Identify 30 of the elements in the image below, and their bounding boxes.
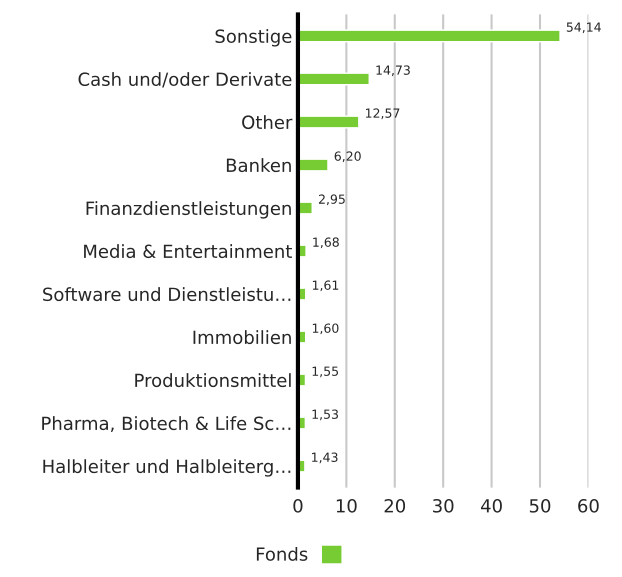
data-label: 1,60 xyxy=(312,323,338,334)
x-tick-label: 0 xyxy=(293,498,302,513)
legend-label: Fonds xyxy=(256,546,308,561)
x-tick-label: 10 xyxy=(336,498,357,513)
data-label: 6,20 xyxy=(334,151,361,162)
y-tick-label: Immobilien xyxy=(194,330,291,344)
data-label: 12,57 xyxy=(366,108,400,120)
y-tick-label: Halbleiter und Halbleiterg… xyxy=(43,459,290,477)
data-label: 14,73 xyxy=(376,65,410,76)
data-label: 1,53 xyxy=(312,409,338,420)
y-tick-label: Sonstige xyxy=(216,29,292,47)
y-tick-label: Software und Dienstleistu… xyxy=(43,287,290,302)
data-label: 1,61 xyxy=(312,280,338,292)
data-label: 1,43 xyxy=(312,452,338,464)
x-tick-label: 20 xyxy=(384,498,406,513)
y-tick-label: Media & Entertainment xyxy=(84,244,292,258)
y-tick-label: Finanzdienstleistungen xyxy=(86,201,291,219)
data-label: 1,55 xyxy=(312,366,338,378)
data-label: 1,68 xyxy=(313,237,339,248)
x-tick-label: 40 xyxy=(480,498,502,513)
y-tick-label: Pharma, Biotech & Life Sc… xyxy=(42,416,290,432)
x-tick-label: 60 xyxy=(578,498,599,513)
y-tick-label: Produktionsmittel xyxy=(135,373,291,388)
x-tick-label: 50 xyxy=(530,498,550,513)
y-tick-label: Other xyxy=(242,115,292,130)
data-label: 2,95 xyxy=(318,194,345,206)
y-tick-label: Cash und/oder Derivate xyxy=(78,72,292,88)
x-tick-label: 30 xyxy=(433,498,454,513)
data-label: 54,14 xyxy=(566,22,601,34)
y-tick-label: Banken xyxy=(226,158,291,172)
